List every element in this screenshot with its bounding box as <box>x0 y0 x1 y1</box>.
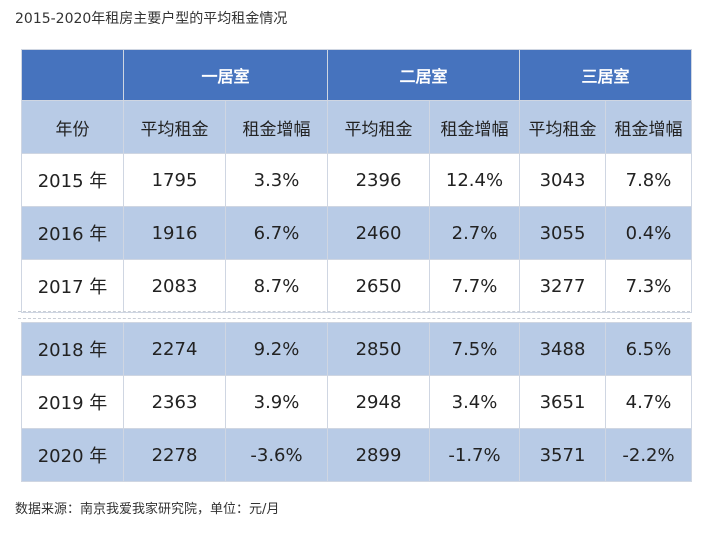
year-cell: 2018 年 <box>21 322 124 376</box>
rent-cell: 1795 <box>123 153 226 207</box>
table-row: 2017 年 2083 8.7% 2650 7.7% 3277 7.3% <box>21 259 692 313</box>
growth-cell: 0.4% <box>605 206 692 260</box>
column-header-year: 年份 <box>21 100 124 154</box>
rent-cell: 2274 <box>123 322 226 376</box>
rent-cell: 2899 <box>327 428 430 482</box>
rent-cell: 2850 <box>327 322 430 376</box>
group-header-two-bedroom: 二居室 <box>327 49 520 101</box>
rent-cell: 1916 <box>123 206 226 260</box>
rent-cell: 3488 <box>519 322 606 376</box>
source-note: 数据来源：南京我爱我家研究院，单位：元/月 <box>15 502 280 517</box>
rent-cell: 2083 <box>123 259 226 313</box>
rent-cell: 2278 <box>123 428 226 482</box>
page-break-divider <box>18 311 690 312</box>
year-cell: 2020 年 <box>21 428 124 482</box>
rent-cell: 3571 <box>519 428 606 482</box>
growth-cell: 3.9% <box>225 375 328 429</box>
column-header-growth-1: 租金增幅 <box>225 100 328 154</box>
growth-cell: 3.3% <box>225 153 328 207</box>
table-row: 2020 年 2278 -3.6% 2899 -1.7% 3571 -2.2% <box>21 428 692 482</box>
growth-cell: 12.4% <box>429 153 520 207</box>
growth-cell: 3.4% <box>429 375 520 429</box>
growth-cell: 9.2% <box>225 322 328 376</box>
growth-cell: -2.2% <box>605 428 692 482</box>
table-row: 2015 年 1795 3.3% 2396 12.4% 3043 7.8% <box>21 153 692 207</box>
growth-cell: 6.7% <box>225 206 328 260</box>
rent-table-bottom: 2018 年 2274 9.2% 2850 7.5% 3488 6.5% 201… <box>21 322 692 482</box>
growth-cell: 6.5% <box>605 322 692 376</box>
column-header-avg-rent-1: 平均租金 <box>123 100 226 154</box>
growth-cell: 2.7% <box>429 206 520 260</box>
header-blank-cell <box>21 49 124 101</box>
group-header-three-bedroom: 三居室 <box>519 49 692 101</box>
rent-cell: 2396 <box>327 153 430 207</box>
rent-cell: 3043 <box>519 153 606 207</box>
group-header-one-bedroom: 一居室 <box>123 49 328 101</box>
growth-cell: -1.7% <box>429 428 520 482</box>
year-cell: 2016 年 <box>21 206 124 260</box>
group-header-row: 一居室 二居室 三居室 <box>21 49 692 101</box>
column-header-growth-2: 租金增幅 <box>429 100 520 154</box>
table-row: 2019 年 2363 3.9% 2948 3.4% 3651 4.7% <box>21 375 692 429</box>
column-header-avg-rent-3: 平均租金 <box>519 100 606 154</box>
rent-cell: 3277 <box>519 259 606 313</box>
rent-table-top: 一居室 二居室 三居室 年份 平均租金 租金增幅 平均租金 租金增幅 平均租金 … <box>21 49 692 313</box>
rent-cell: 3651 <box>519 375 606 429</box>
rent-cell: 2363 <box>123 375 226 429</box>
rent-cell: 2460 <box>327 206 430 260</box>
growth-cell: 7.7% <box>429 259 520 313</box>
column-header-row: 年份 平均租金 租金增幅 平均租金 租金增幅 平均租金 租金增幅 <box>21 100 692 154</box>
growth-cell: 7.5% <box>429 322 520 376</box>
table-row: 2018 年 2274 9.2% 2850 7.5% 3488 6.5% <box>21 322 692 376</box>
year-cell: 2017 年 <box>21 259 124 313</box>
page-break-divider <box>18 318 690 319</box>
growth-cell: 7.8% <box>605 153 692 207</box>
page-title: 2015-2020年租房主要户型的平均租金情况 <box>15 11 288 27</box>
year-cell: 2019 年 <box>21 375 124 429</box>
table-row: 2016 年 1916 6.7% 2460 2.7% 3055 0.4% <box>21 206 692 260</box>
growth-cell: 7.3% <box>605 259 692 313</box>
growth-cell: 8.7% <box>225 259 328 313</box>
year-cell: 2015 年 <box>21 153 124 207</box>
rent-cell: 2650 <box>327 259 430 313</box>
column-header-avg-rent-2: 平均租金 <box>327 100 430 154</box>
rent-cell: 2948 <box>327 375 430 429</box>
column-header-growth-3: 租金增幅 <box>605 100 692 154</box>
growth-cell: -3.6% <box>225 428 328 482</box>
growth-cell: 4.7% <box>605 375 692 429</box>
rent-cell: 3055 <box>519 206 606 260</box>
